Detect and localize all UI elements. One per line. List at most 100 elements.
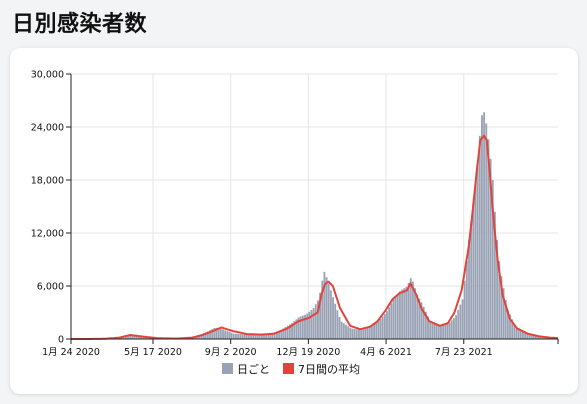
- bar: [129, 335, 132, 339]
- bar: [522, 330, 524, 339]
- bar: [468, 240, 470, 339]
- legend-bar-label: 日ごと: [237, 362, 270, 376]
- bar: [295, 319, 298, 339]
- bar: [368, 327, 371, 339]
- bar: [360, 330, 363, 339]
- bar: [427, 316, 429, 339]
- bar: [461, 299, 464, 339]
- x-tick-label: 12月 19 2020: [276, 347, 340, 358]
- bar: [455, 315, 457, 339]
- bar: [254, 334, 257, 339]
- bar: [375, 322, 378, 339]
- bar: [459, 304, 462, 339]
- bar: [228, 332, 231, 339]
- y-tick-label: 18,000: [31, 176, 64, 187]
- bar: [241, 334, 244, 339]
- y-tick-label: 24,000: [31, 123, 64, 134]
- chart-card: 0 6,000 12,000 18,000 24,000 30,000 1月 24 2020…: [10, 48, 578, 394]
- bar: [489, 158, 492, 339]
- bar: [539, 336, 542, 339]
- bar: [215, 327, 218, 339]
- bar: [340, 321, 343, 339]
- bar: [481, 115, 483, 339]
- bar: [474, 183, 477, 339]
- bar: [530, 334, 533, 339]
- bar: [142, 336, 145, 339]
- y-tick-label: 0: [58, 335, 64, 346]
- bar: [332, 297, 334, 339]
- bar: [465, 261, 468, 339]
- bar: [314, 304, 317, 339]
- bar: [211, 329, 214, 339]
- bar: [496, 240, 498, 339]
- bar: [297, 317, 300, 339]
- x-tick-label: 1月 24 2020: [42, 347, 100, 358]
- bar: [131, 334, 134, 339]
- bar: [325, 277, 328, 339]
- line-7day-average: [70, 134, 559, 340]
- bar: [237, 333, 240, 339]
- bar: [146, 337, 149, 339]
- bar: [442, 325, 445, 339]
- bar: [213, 327, 216, 339]
- bar: [502, 288, 505, 339]
- bar: [394, 296, 397, 339]
- bar: [306, 313, 309, 339]
- bar: [273, 333, 276, 339]
- x-tick-label: 5月 17 2020: [124, 347, 182, 358]
- bar: [452, 318, 455, 339]
- bar: [263, 334, 265, 339]
- bar: [537, 336, 539, 339]
- bar: [362, 329, 365, 339]
- bar: [390, 303, 393, 339]
- bar: [252, 334, 255, 339]
- y-tick-label: 12,000: [31, 229, 64, 240]
- bar: [487, 139, 490, 339]
- bar: [200, 333, 203, 339]
- bar: [392, 299, 395, 339]
- bar: [437, 324, 440, 339]
- bar: [239, 334, 242, 339]
- bar: [321, 280, 324, 339]
- grid-lines: [70, 73, 558, 340]
- page-title: 日別感染者数: [12, 12, 148, 37]
- bar: [217, 328, 220, 339]
- bar: [276, 332, 278, 339]
- bar: [291, 323, 293, 339]
- bar: [470, 221, 473, 339]
- bar: [476, 162, 479, 339]
- bar: [373, 324, 375, 339]
- bar: [493, 211, 496, 339]
- bar: [377, 321, 380, 339]
- bar-series: [88, 112, 559, 340]
- bar: [299, 316, 302, 339]
- bar: [135, 335, 138, 339]
- bar: [364, 328, 367, 339]
- bar: [399, 291, 401, 339]
- bar: [386, 311, 388, 339]
- bar: [541, 336, 544, 339]
- bar: [457, 309, 460, 339]
- bar: [288, 324, 291, 339]
- bar: [358, 329, 360, 339]
- bar: [206, 331, 209, 339]
- bar: [388, 307, 391, 339]
- bar: [491, 180, 494, 339]
- bar: [396, 293, 399, 339]
- legend-line-label: 7日間の平均: [298, 363, 360, 376]
- bar: [483, 112, 486, 340]
- bar: [334, 303, 337, 339]
- bar: [407, 283, 410, 339]
- bar: [347, 326, 350, 339]
- bar: [312, 308, 315, 339]
- bar: [122, 336, 125, 339]
- bar: [319, 292, 322, 339]
- bar: [224, 330, 227, 339]
- bar: [381, 316, 384, 339]
- legend[interactable]: 日ごと 7日間の平均: [222, 362, 360, 376]
- bar: [310, 309, 313, 339]
- bar: [342, 323, 345, 339]
- bar: [414, 288, 416, 339]
- bar: [349, 327, 352, 339]
- bar: [260, 334, 263, 339]
